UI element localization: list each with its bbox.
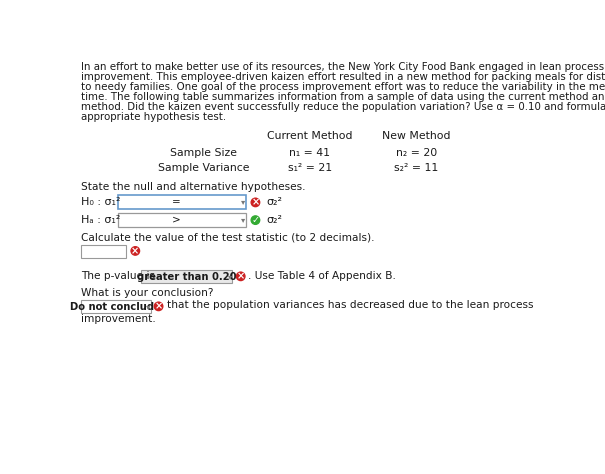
Text: Sample Variance: Sample Variance [158, 163, 249, 173]
Text: New Method: New Method [382, 131, 451, 141]
Circle shape [237, 272, 245, 281]
Text: H₀ : σ₁²: H₀ : σ₁² [81, 197, 120, 207]
Text: s₂² = 11: s₂² = 11 [394, 163, 439, 173]
Circle shape [251, 198, 260, 207]
Text: In an effort to make better use of its resources, the New York City Food Bank en: In an effort to make better use of its r… [81, 62, 604, 72]
Text: ×: × [154, 301, 163, 311]
Text: to needy families. One goal of the process improvement effort was to reduce the : to needy families. One goal of the proce… [81, 82, 605, 92]
Text: Current Method: Current Method [267, 131, 353, 141]
Text: ▾: ▾ [146, 302, 151, 311]
Text: n₁ = 41: n₁ = 41 [289, 148, 330, 158]
Text: ▾: ▾ [227, 273, 232, 282]
Text: ×: × [131, 246, 139, 256]
Text: Sample Size: Sample Size [170, 148, 237, 158]
Text: ▾: ▾ [241, 215, 245, 224]
Bar [118, 195, 246, 210]
Text: Hₐ : σ₁²: Hₐ : σ₁² [81, 215, 120, 225]
Text: The p-value is: The p-value is [81, 271, 155, 281]
Text: Calculate the value of the test statistic (to 2 decimals).: Calculate the value of the test statisti… [81, 232, 374, 242]
Text: appropriate hypothesis test.: appropriate hypothesis test. [81, 112, 226, 122]
Text: that the population variances has decreased due to the lean process: that the population variances has decrea… [167, 300, 534, 310]
Text: >: > [172, 215, 181, 225]
Bar [81, 300, 151, 313]
Text: Do not conclude: Do not conclude [71, 302, 162, 312]
Text: improvement.: improvement. [81, 314, 156, 324]
Text: ▾: ▾ [241, 197, 245, 206]
Text: ×: × [237, 271, 245, 282]
Text: improvement. This employee-driven kaizen effort resulted in a new method for pac: improvement. This employee-driven kaizen… [81, 72, 605, 82]
Circle shape [154, 302, 163, 310]
Text: σ₂²: σ₂² [266, 197, 283, 207]
Bar [81, 245, 126, 258]
Text: method. Did the kaizen event successfully reduce the population variation? Use α: method. Did the kaizen event successfull… [81, 102, 605, 112]
Text: time. The following table summarizes information from a sample of data using the: time. The following table summarizes inf… [81, 92, 605, 102]
Text: ✓: ✓ [251, 215, 260, 225]
Text: =: = [172, 197, 181, 207]
Text: What is your conclusion?: What is your conclusion? [81, 288, 214, 298]
Text: s₁² = 21: s₁² = 21 [287, 163, 332, 173]
Text: ×: × [251, 197, 260, 208]
Text: n₂ = 20: n₂ = 20 [396, 148, 437, 158]
Circle shape [131, 246, 140, 255]
Bar [118, 213, 246, 227]
Text: . Use Table 4 of Appendix B.: . Use Table 4 of Appendix B. [247, 271, 396, 281]
Text: greater than 0.20: greater than 0.20 [137, 273, 236, 283]
Bar [141, 270, 232, 283]
Circle shape [251, 216, 260, 224]
Text: σ₂²: σ₂² [266, 215, 283, 225]
Text: State the null and alternative hypotheses.: State the null and alternative hypothese… [81, 182, 306, 191]
